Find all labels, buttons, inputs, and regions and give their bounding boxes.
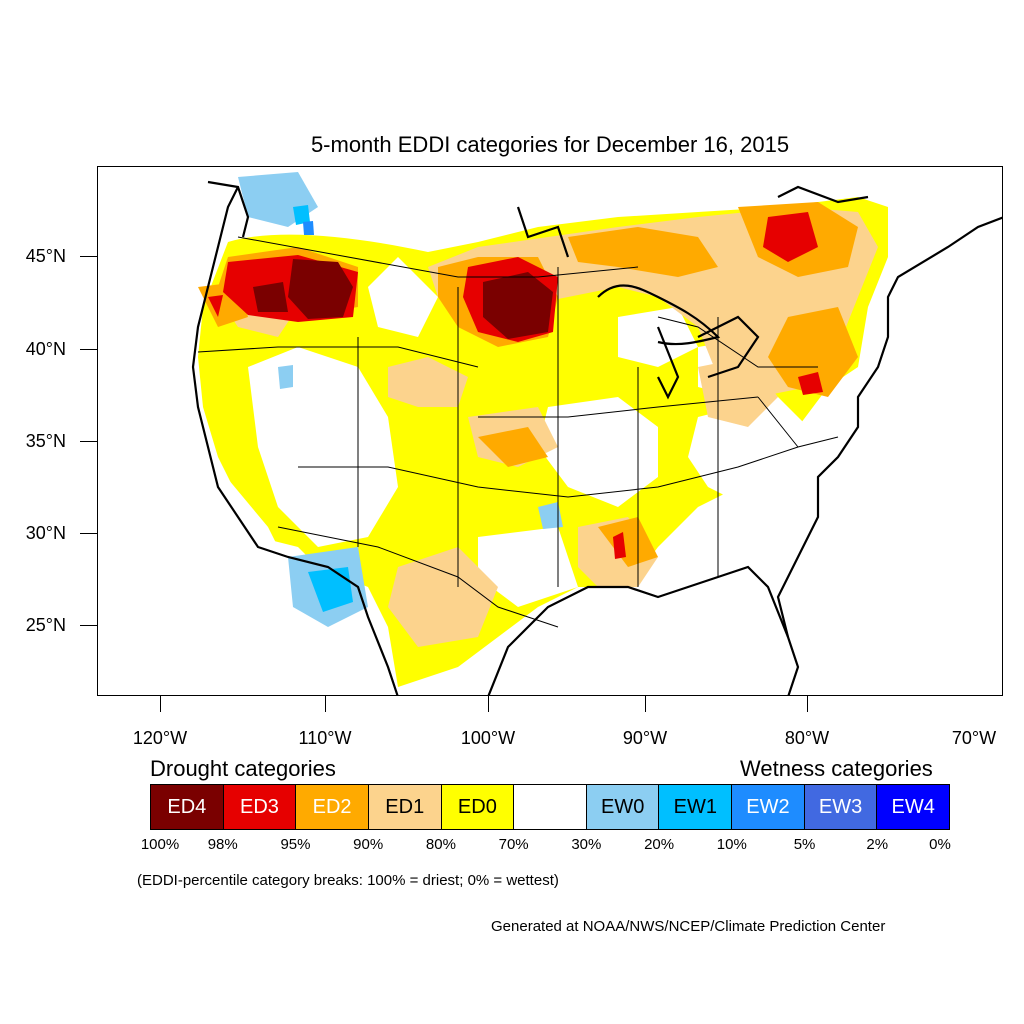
lat-tick [80,256,97,257]
coastlines [191,180,1002,695]
conus-map [128,172,1002,695]
legend-box-ed1: ED1 [368,785,442,829]
lon-tick [645,696,646,712]
map-title: 5-month EDDI categories for December 16,… [310,132,790,157]
lat-tick [80,625,97,626]
lon-label-110: 110°W [298,728,352,748]
percentile-label: 10% [716,836,747,853]
legend-box-ew3: EW3 [804,785,878,829]
lon-label-100: 100°W [460,728,516,748]
percentile-label: 70% [498,836,529,853]
percentile-label: 100% [140,836,180,853]
wetness-heading: Wetness categories [740,756,933,781]
legend-box-normal [514,785,587,829]
percentile-label: 5% [793,836,816,853]
category-note: (EDDI-percentile category breaks: 100% =… [137,872,559,889]
percentile-label: 80% [425,836,456,853]
ew1-regions [293,205,353,612]
lat-label-30: 30°N [25,523,66,543]
category-legend: ED4 ED3 ED2 ED1 ED0 EW0 EW1 EW2 EW3 EW4 [150,784,950,830]
percentile-label: 30% [571,836,602,853]
drought-heading: Drought categories [150,756,336,781]
lon-tick [488,696,489,712]
lat-label-40: 40°N [25,339,66,359]
percentile-label: 20% [644,836,675,853]
lon-tick [807,696,808,712]
lat-label-35: 35°N [25,431,66,451]
lat-tick [80,533,97,534]
legend-box-ew1: EW1 [659,785,733,829]
percentile-label: 98% [207,836,238,853]
legend-box-ew0: EW0 [586,785,660,829]
lon-label-70: 70°W [951,728,997,748]
ed4-regions [253,259,553,339]
credit-line: Generated at NOAA/NWS/NCEP/Climate Predi… [491,918,886,935]
percentile-label: 0% [929,836,951,853]
lon-label-120: 120°W [132,728,188,748]
lon-label-80: 80°W [784,728,830,748]
percentile-label: 95% [280,836,311,853]
map-plot-area [97,166,1003,696]
legend-box-ed3: ED3 [223,785,297,829]
percentile-label: 2% [866,836,889,853]
lon-tick [160,696,161,712]
lat-tick [80,441,97,442]
lat-label-25: 25°N [25,615,66,635]
percentile-label: 90% [353,836,384,853]
lat-tick [80,349,97,350]
ew2-regions [303,221,314,235]
legend-box-ed2: ED2 [296,785,369,829]
legend-box-ed0: ED0 [441,785,515,829]
legend-box-ew4: EW4 [877,785,950,829]
lat-label-45: 45°N [25,246,66,266]
lon-tick [325,696,326,712]
legend-box-ed4: ED4 [151,785,224,829]
boundaries [197,236,839,628]
lon-label-90: 90°W [622,728,668,748]
legend-box-ew2: EW2 [732,785,805,829]
